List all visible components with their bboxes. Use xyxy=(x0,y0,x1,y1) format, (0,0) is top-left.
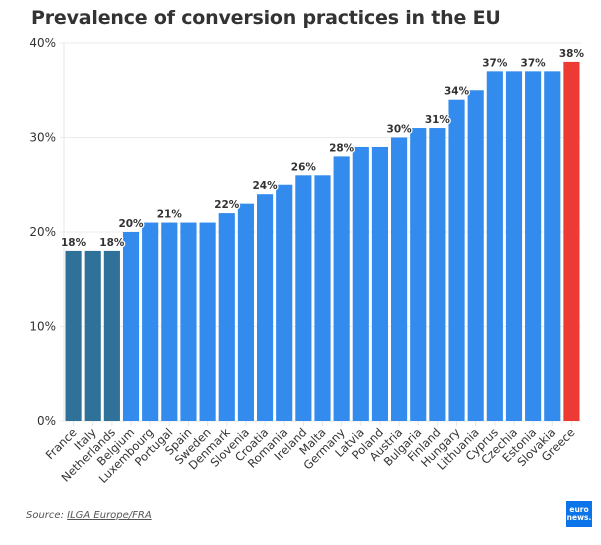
bar-germany[interactable] xyxy=(333,156,350,421)
y-tick-label: 0% xyxy=(37,414,56,428)
bar-malta[interactable] xyxy=(314,175,331,421)
data-label: 37% xyxy=(482,57,508,69)
bar-luxembourg[interactable] xyxy=(142,222,159,421)
source-prefix: Source: xyxy=(26,510,68,521)
bar-bulgaria[interactable] xyxy=(410,128,427,422)
bar-austria[interactable] xyxy=(391,137,408,422)
data-label: 24% xyxy=(252,180,278,192)
bar-slovenia[interactable] xyxy=(237,203,254,421)
y-tick-label: 40% xyxy=(29,36,56,50)
data-label: 26% xyxy=(291,161,317,173)
chart-title: Prevalence of conversion practices in th… xyxy=(31,7,501,29)
data-label: 18% xyxy=(61,237,87,249)
bar-romania[interactable] xyxy=(276,184,293,421)
source-link[interactable]: ILGA Europe/FRA xyxy=(67,510,152,521)
bar-slovakia[interactable] xyxy=(544,71,561,421)
bar-croatia[interactable] xyxy=(256,194,274,421)
logo-line-1: euro xyxy=(569,505,589,514)
euronews-logo: euro news. xyxy=(566,501,592,527)
bar-estonia[interactable] xyxy=(525,71,542,421)
bar-france[interactable] xyxy=(65,250,82,421)
bar-czechia[interactable] xyxy=(505,71,523,421)
data-label: 30% xyxy=(387,124,413,136)
y-tick-label: 30% xyxy=(29,131,56,145)
data-label: 21% xyxy=(157,209,183,221)
bars xyxy=(65,61,580,422)
data-label: 18% xyxy=(99,237,125,249)
bar-finland[interactable] xyxy=(429,128,446,422)
bar-netherlands[interactable] xyxy=(103,250,120,421)
data-label: 38% xyxy=(559,48,585,60)
bar-greece[interactable] xyxy=(563,61,580,422)
x-axis: FranceItalyNetherlandsBelgiumLuxembourgP… xyxy=(43,421,578,486)
y-axis: 0% 10% 20% 30% 40% xyxy=(29,36,56,428)
y-tick-label: 10% xyxy=(29,320,56,334)
bar-lithuania[interactable] xyxy=(467,90,484,421)
source-note: Source: ILGA Europe/FRA xyxy=(26,510,152,521)
bar-italy[interactable] xyxy=(84,250,101,421)
bar-latvia[interactable] xyxy=(352,146,369,421)
data-labels: 18% 18% 20% 21% 22% 24% 26% 28% 30% 31% 34% 37% 37% 3… xyxy=(60,47,586,250)
bar-belgium[interactable] xyxy=(122,232,140,421)
data-label: 20% xyxy=(118,218,144,230)
data-label: 31% xyxy=(425,114,451,126)
bar-ireland[interactable] xyxy=(295,175,312,421)
data-label: 28% xyxy=(329,142,355,154)
data-label: 34% xyxy=(444,86,470,98)
data-label: 22% xyxy=(214,199,240,211)
bar-sweden[interactable] xyxy=(199,222,216,421)
bar-portugal[interactable] xyxy=(161,222,178,421)
bar-cyprus[interactable] xyxy=(486,71,503,421)
logo-line-2: news. xyxy=(566,513,592,522)
y-tick-label: 20% xyxy=(29,225,56,239)
bar-hungary[interactable] xyxy=(448,99,465,421)
bar-poland[interactable] xyxy=(371,146,389,421)
bar-denmark[interactable] xyxy=(218,213,235,421)
bar-spain[interactable] xyxy=(180,222,197,421)
data-label: 37% xyxy=(521,57,547,69)
